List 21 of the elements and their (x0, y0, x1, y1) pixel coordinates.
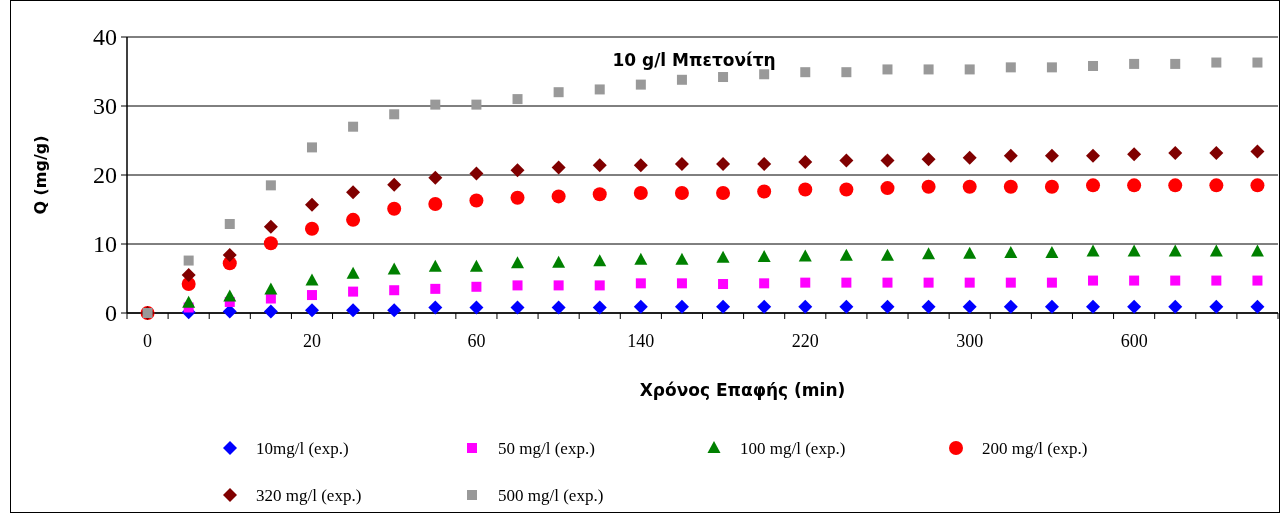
legend-label: 100 mg/l (exp.) (740, 438, 846, 458)
x-tick-label: 140 (627, 331, 655, 351)
x-tick-label: 300 (956, 331, 984, 351)
x-axis-title: Χρόνος Επαφής (min) (639, 380, 846, 400)
x-tick-label: 20 (302, 331, 321, 351)
legend-label: 320 mg/l (exp.) (256, 485, 362, 505)
x-tick-label: 0 (143, 331, 153, 351)
y-tick-label: 30 (93, 93, 117, 120)
y-tick-label: 40 (93, 24, 117, 51)
legend-label: 200 mg/l (exp.) (982, 438, 1088, 458)
y-tick-label: 20 (93, 162, 117, 189)
y-tick-label: 10 (93, 231, 117, 258)
x-tick-label: 600 (1120, 331, 1148, 351)
legend-label: 500 mg/l (exp.) (498, 485, 604, 505)
text: 10 g/l Μπετονίτη (612, 50, 776, 70)
legend-label: 50 mg/l (exp.) (498, 438, 595, 458)
x-tick-label: 220 (791, 331, 819, 351)
y-tick-label: 0 (105, 300, 117, 327)
y-axis-title: Q (mg/g) (31, 135, 50, 215)
legend-label: 10mg/l (exp.) (256, 438, 349, 458)
x-tick-label: 60 (467, 331, 486, 351)
